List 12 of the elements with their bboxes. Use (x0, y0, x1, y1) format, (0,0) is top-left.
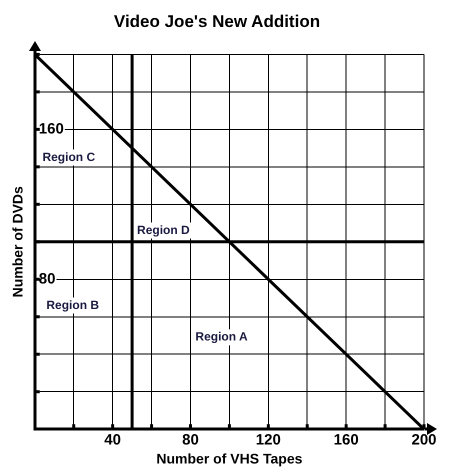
x-tick-label: 200 (411, 431, 437, 448)
y-axis-title: Number of DVDs (9, 186, 26, 298)
chart-title: Video Joe's New Addition (114, 12, 320, 31)
annotation: Region C (42, 150, 96, 164)
annotation: Region A (195, 330, 248, 344)
annotation: Region B (46, 298, 100, 312)
x-tick-label: 120 (256, 431, 281, 448)
x-tick-label: 160 (334, 431, 359, 448)
annotation: Region D (137, 222, 190, 237)
x-tick-label: 40 (104, 431, 121, 448)
x-tick-label: 80 (182, 431, 199, 448)
x-axis-title: Number of VHS Tapes (156, 450, 303, 466)
